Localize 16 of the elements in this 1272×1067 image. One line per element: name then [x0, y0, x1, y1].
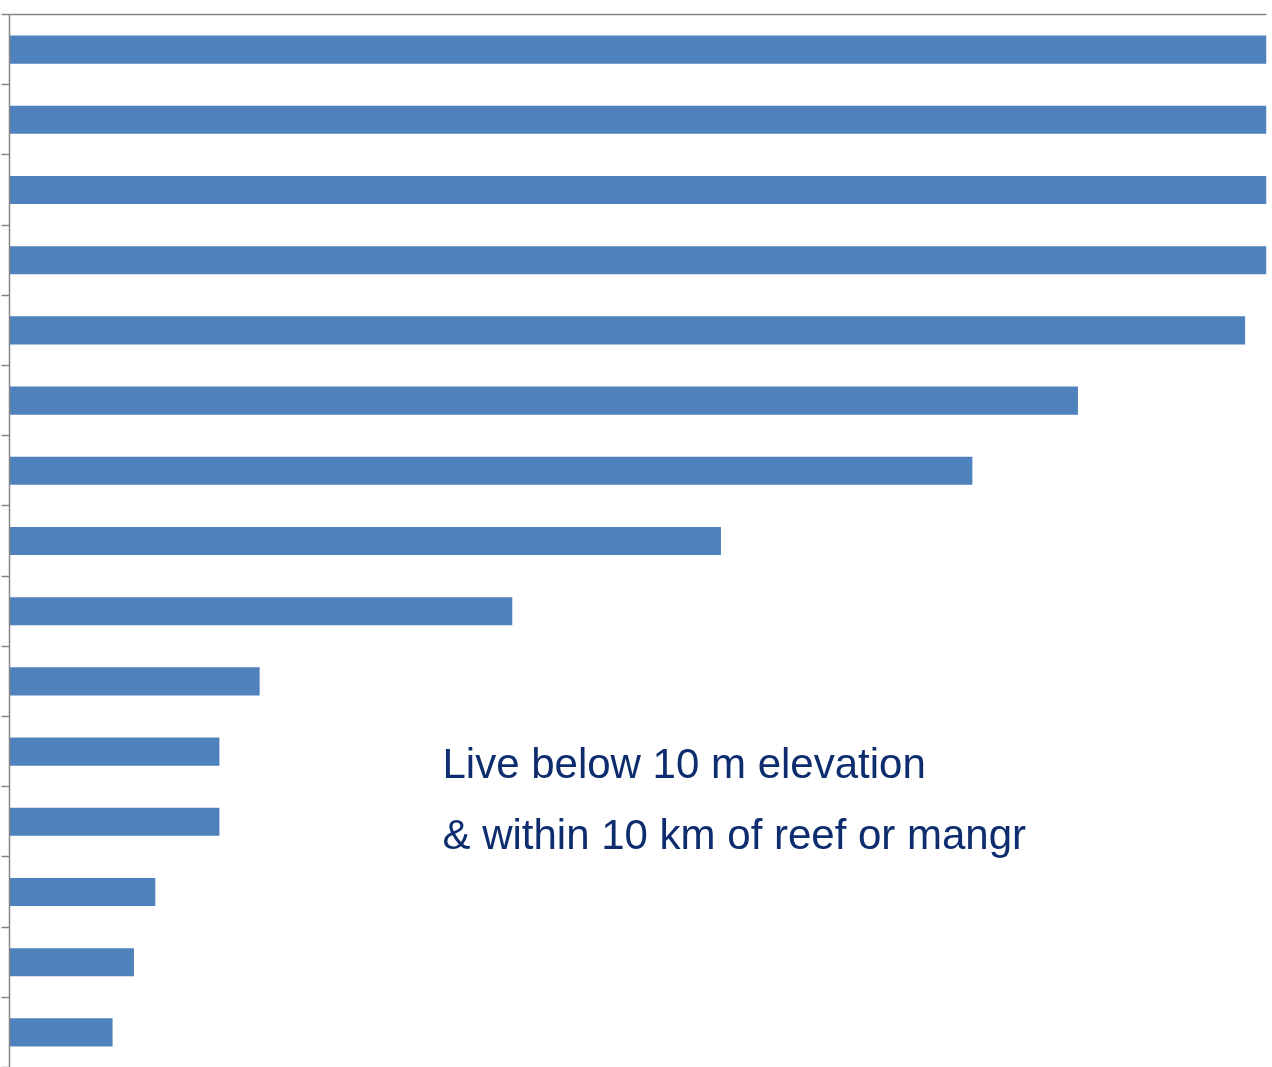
bar — [9, 175, 1267, 205]
bar — [9, 737, 220, 766]
bar — [9, 807, 220, 836]
bar — [9, 1018, 113, 1047]
bar — [9, 597, 513, 626]
bar — [9, 105, 1267, 134]
bar — [9, 877, 156, 907]
bar — [9, 456, 973, 485]
bar — [9, 526, 721, 556]
annotation: Live below 10 m elevation & within 10 km of reef or mangr — [442, 740, 1027, 858]
bar — [9, 667, 260, 696]
bar — [9, 386, 1078, 415]
bar — [9, 316, 1246, 345]
bar — [9, 246, 1267, 275]
bar — [9, 948, 134, 977]
bar — [9, 35, 1267, 64]
